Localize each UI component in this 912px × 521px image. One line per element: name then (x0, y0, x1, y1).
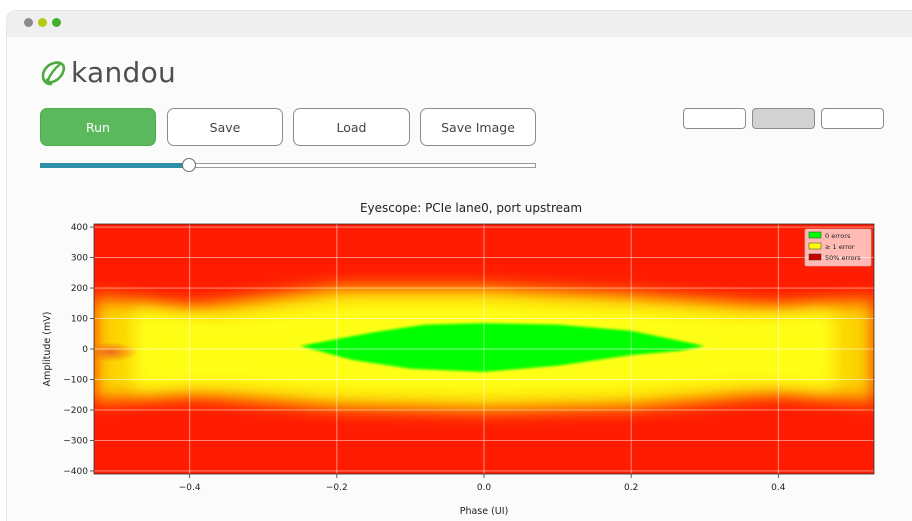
y-axis-label: Amplitude (mV) (42, 312, 53, 387)
x-axis: −0.4 −0.2 0.0 0.2 0.4 (179, 474, 786, 493)
toggle-button-2[interactable] (752, 108, 815, 129)
x-tick-label: 0.4 (771, 483, 786, 493)
x-tick-label: −0.4 (179, 483, 201, 493)
legend-label-fifty-pct-errors: 50% errors (825, 254, 861, 262)
y-tick-label: 0 (82, 345, 88, 355)
left-edge-glow (94, 342, 138, 362)
y-axis: 400 300 200 100 0 −100 −200 −300 −400 (63, 223, 94, 477)
x-axis-label: Phase (UI) (460, 506, 509, 517)
minimize-dot-icon[interactable] (38, 18, 47, 27)
y-tick-label: −400 (63, 467, 88, 477)
legend-swatch-fifty-pct-errors (808, 253, 822, 261)
save-image-button[interactable]: Save Image (420, 108, 536, 146)
legend-box (804, 228, 872, 267)
y-tick-label: −200 (63, 406, 88, 416)
y-tick-label: 200 (71, 284, 88, 294)
x-tick-label: 0.2 (624, 483, 638, 493)
slider-fill (40, 163, 189, 168)
y-tick-label: 100 (71, 315, 88, 325)
legend-label-one-error: ≥ 1 error (825, 243, 855, 251)
x-tick-label: 0.0 (477, 483, 492, 493)
app-window: kandou Run Save Load Save Image Eyescope… (6, 10, 912, 521)
y-tick-label: 300 (71, 254, 88, 264)
logo-text: kandou (71, 56, 177, 89)
run-button[interactable]: Run (40, 108, 156, 146)
y-tick-label: −100 (63, 375, 88, 385)
kandou-logo-icon (41, 61, 66, 86)
toggle-button-1[interactable] (683, 108, 746, 129)
grid-lines (94, 224, 874, 474)
x-tick-label: −0.2 (326, 483, 348, 493)
chart-title: Eyescope: PCIe lane0, port upstream (360, 201, 582, 215)
save-button[interactable]: Save (167, 108, 283, 146)
load-button[interactable]: Load (293, 108, 410, 146)
close-dot-icon[interactable] (24, 18, 33, 27)
legend-swatch-one-error (808, 242, 822, 250)
legend-label-zero-errors: 0 errors (825, 232, 851, 240)
toggle-button-3[interactable] (821, 108, 884, 129)
eyescope-chart: Eyescope: PCIe lane0, port upstream −0.4… (42, 201, 875, 517)
legend-swatch-zero-errors (808, 231, 822, 239)
title-bar (7, 11, 912, 37)
legend: 0 errors ≥ 1 error 50% errors (804, 228, 872, 267)
kandou-logo: kandou (38, 53, 176, 93)
slider-thumb[interactable] (181, 158, 196, 172)
y-tick-label: −300 (63, 436, 88, 446)
maximize-dot-icon[interactable] (52, 18, 61, 27)
zero-errors-region (300, 323, 705, 372)
y-tick-label: 400 (71, 223, 88, 233)
